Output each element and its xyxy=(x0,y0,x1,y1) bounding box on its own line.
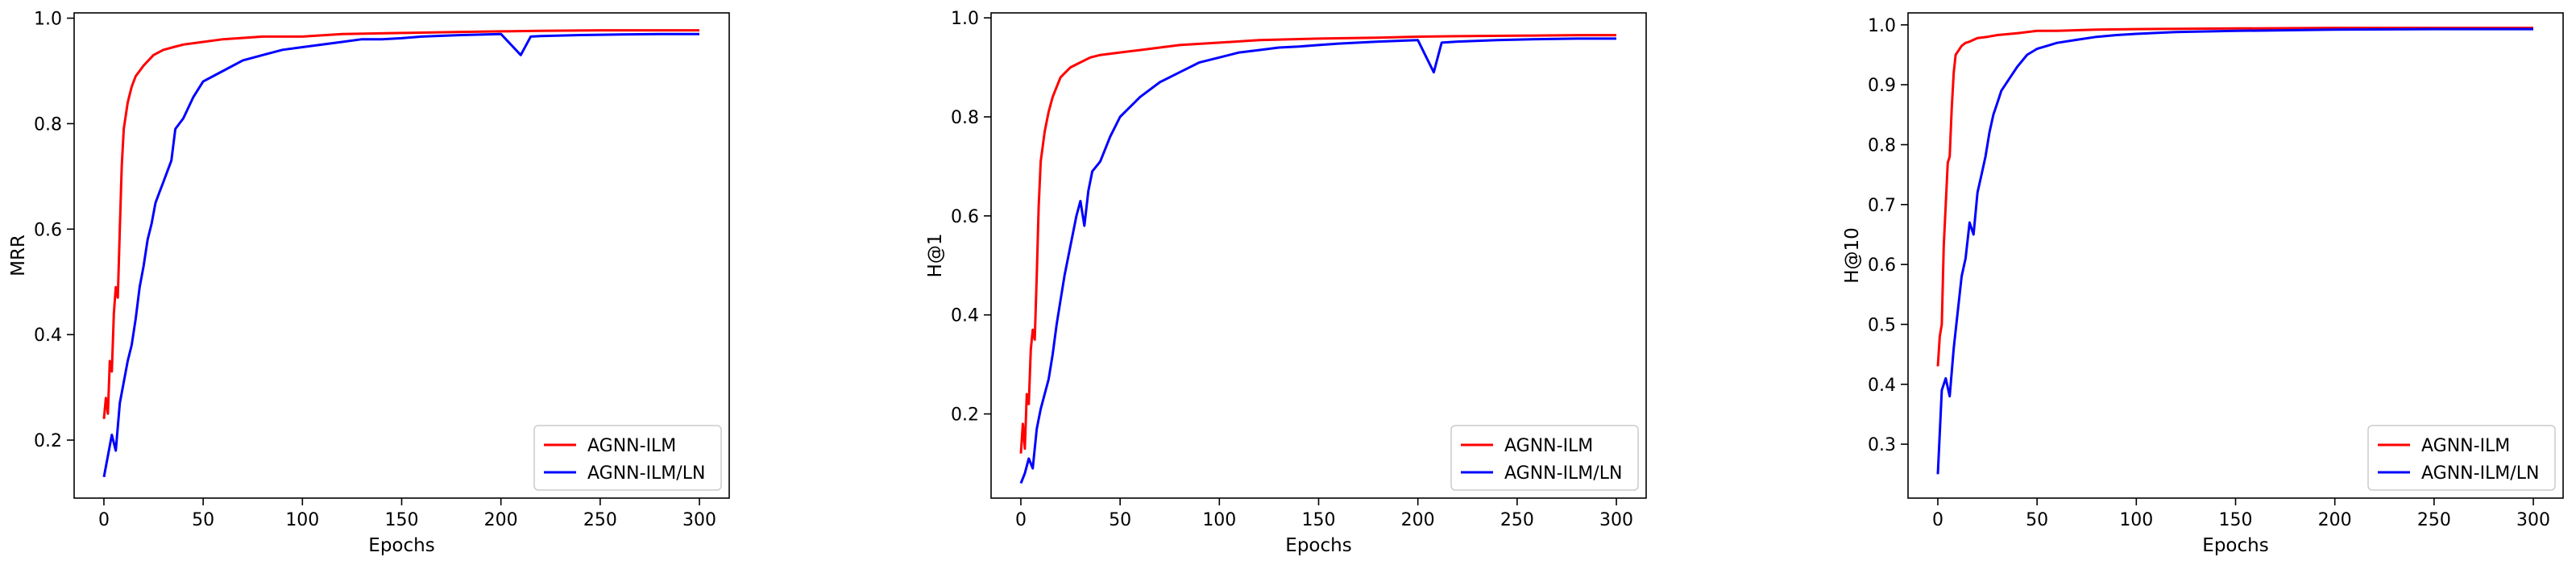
chart-panel-1: 0 50 100 150 200 250 300 0.2 0.4 0.6 0.8 1.0 Epochs M… xyxy=(8,10,730,556)
x-tick-label: 0 xyxy=(1015,510,1027,530)
series-line-agnn-ilm-ln xyxy=(1936,27,2533,475)
legend-box xyxy=(533,425,722,491)
chart-panel-2: 0 50 100 150 200 250 300 0.2 0.4 0.6 0.8 1.0 Epochs H… xyxy=(925,9,1647,556)
y-axis-label: MRR xyxy=(8,235,29,276)
legend: AGNN-ILM AGNN-ILM/LN xyxy=(1450,425,1639,491)
y-tick-label: 0.2 xyxy=(34,431,62,451)
x-tick-label: 150 xyxy=(1302,510,1336,530)
y-tick-label: 0.4 xyxy=(1868,376,1896,396)
legend-label-agnn-ilm: AGNN-ILM xyxy=(587,436,676,456)
series-line-agnn-ilm xyxy=(1019,34,1616,454)
y-tick-label: 0.4 xyxy=(34,326,62,346)
x-axis-label: Epochs xyxy=(1285,535,1351,556)
y-axis-label: H@10 xyxy=(1842,227,1863,284)
series-line-agnn-ilm xyxy=(102,29,699,419)
x-axis-label: Epochs xyxy=(2202,535,2268,556)
y-tick-label: 0.6 xyxy=(1868,255,1896,276)
x-tick-label: 200 xyxy=(2318,510,2352,530)
y-tick-label: 0.6 xyxy=(951,207,979,227)
x-tick-label: 150 xyxy=(385,510,419,530)
chart-panel-3: 0 50 100 150 200 250 300 0.3 0.4 0.5 0.6 0.7 0.8 0.9 1… xyxy=(1842,12,2564,556)
x-tick-label: 250 xyxy=(583,510,617,530)
x-tick-label: 300 xyxy=(1599,510,1633,530)
x-tick-label: 0 xyxy=(98,510,110,530)
legend-box xyxy=(1450,425,1639,491)
x-tick-label: 250 xyxy=(2417,510,2451,530)
x-axis-label: Epochs xyxy=(368,535,434,556)
x-tick-label: 50 xyxy=(192,510,214,530)
y-tick-label: 0.6 xyxy=(34,220,62,240)
x-tick-label: 0 xyxy=(1932,510,1943,530)
legend-label-agnn-ilm: AGNN-ILM xyxy=(1504,436,1593,456)
legend-label-agnn-ilm-ln: AGNN-ILM/LN xyxy=(1504,463,1622,484)
y-tick-label: 0.8 xyxy=(34,114,62,135)
x-tick-label: 50 xyxy=(1109,510,1131,530)
series-line-agnn-ilm-ln xyxy=(1019,37,1616,484)
y-tick-label: 0.5 xyxy=(1868,315,1896,335)
x-tick-label: 300 xyxy=(682,510,716,530)
x-tick-label: 150 xyxy=(2219,510,2253,530)
y-tick-label: 0.2 xyxy=(951,405,979,426)
legend-label-agnn-ilm: AGNN-ILM xyxy=(2421,436,2510,456)
legend-label-agnn-ilm-ln: AGNN-ILM/LN xyxy=(587,463,705,484)
y-tick-label: 0.8 xyxy=(951,108,979,128)
y-tick-label: 1.0 xyxy=(1868,16,1896,36)
x-tick-label: 100 xyxy=(285,510,319,530)
y-tick-label: 0.7 xyxy=(1868,196,1896,216)
legend: AGNN-ILM AGNN-ILM/LN xyxy=(533,425,722,491)
y-tick-label: 0.3 xyxy=(1868,435,1896,455)
y-axis-label: H@1 xyxy=(925,234,946,278)
x-tick-label: 200 xyxy=(1401,510,1435,530)
legend-box xyxy=(2367,425,2556,491)
y-tick-label: 1.0 xyxy=(951,9,979,29)
x-tick-label: 100 xyxy=(2119,510,2153,530)
y-tick-label: 1.0 xyxy=(34,10,62,30)
x-tick-label: 250 xyxy=(1500,510,1534,530)
y-tick-label: 0.9 xyxy=(1868,76,1896,96)
series-line-agnn-ilm xyxy=(1936,27,2533,367)
x-tick-label: 300 xyxy=(2516,510,2550,530)
x-tick-label: 100 xyxy=(1202,510,1236,530)
y-tick-label: 0.8 xyxy=(1868,136,1896,156)
y-tick-label: 0.4 xyxy=(951,306,979,326)
x-tick-label: 200 xyxy=(484,510,518,530)
x-tick-label: 50 xyxy=(2026,510,2048,530)
legend-label-agnn-ilm-ln: AGNN-ILM/LN xyxy=(2421,463,2539,484)
legend: AGNN-ILM AGNN-ILM/LN xyxy=(2367,425,2556,491)
series-line-agnn-ilm-ln xyxy=(102,32,699,478)
